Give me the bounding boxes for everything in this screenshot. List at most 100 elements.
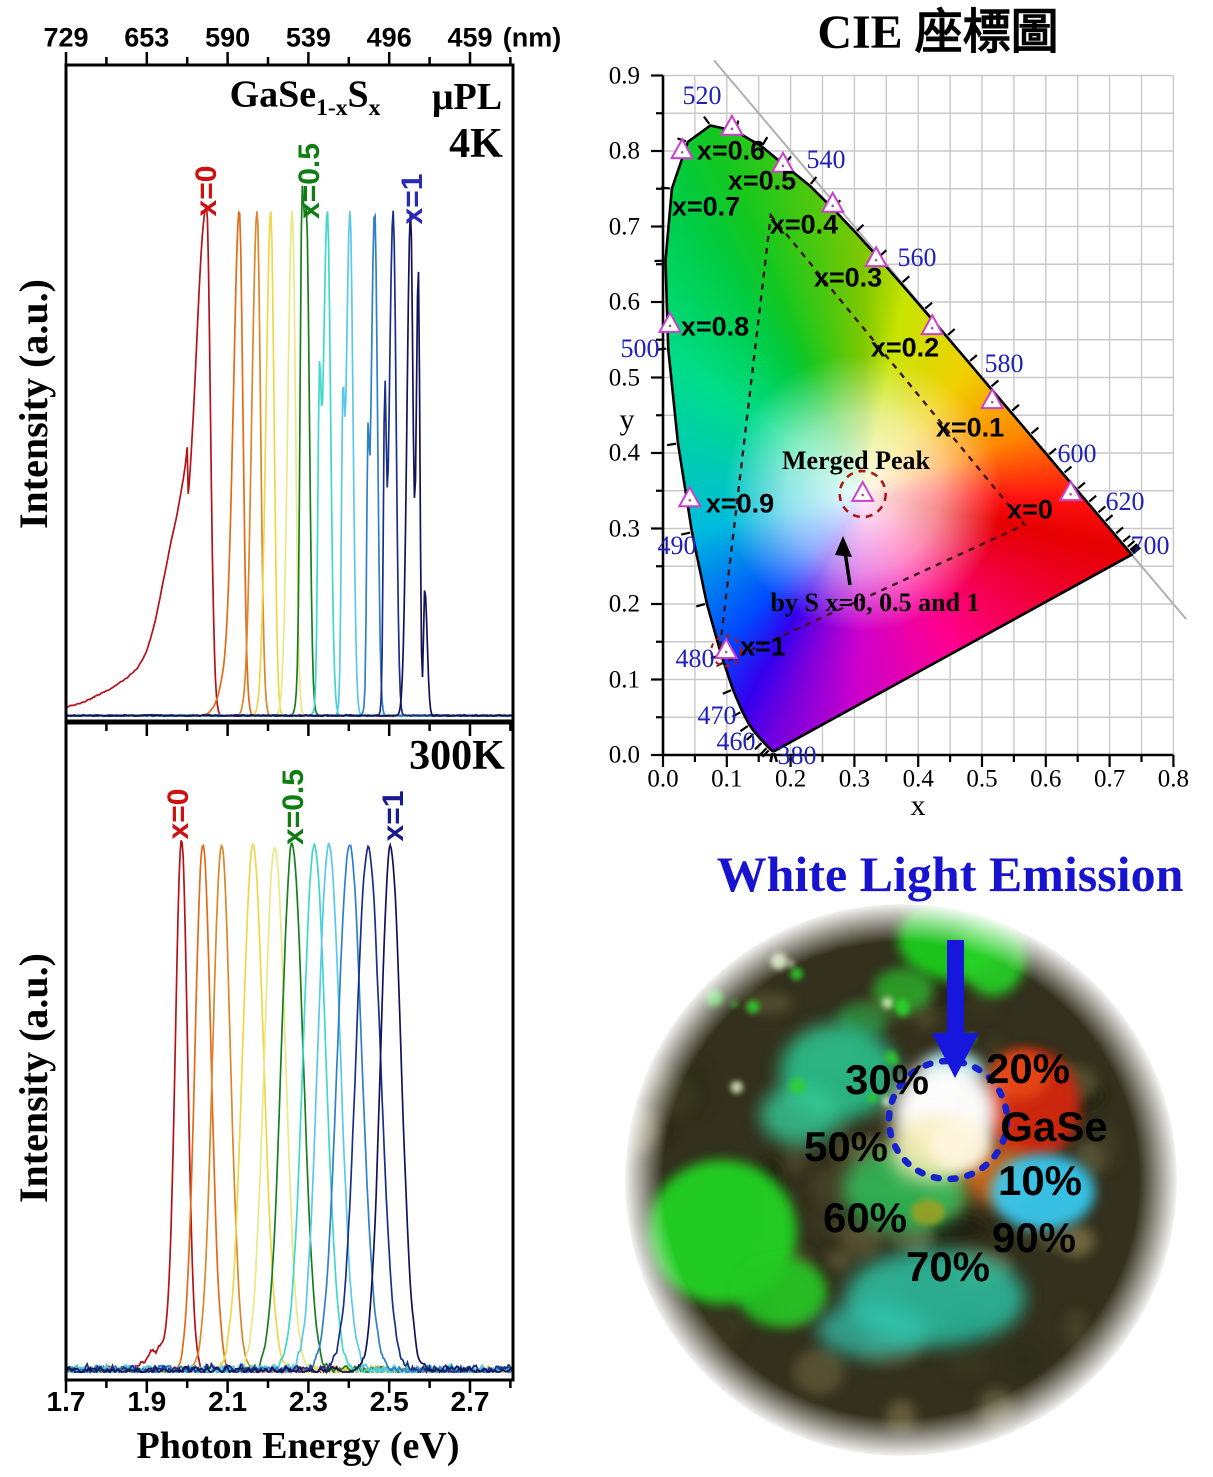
curve-label-300k-x=0: x=0 [162, 788, 195, 840]
cie-x-tick-0.6: 0.6 [1030, 765, 1062, 793]
top-axis-tick-496: 496 [366, 22, 412, 53]
pl-300k-curve-x=0.7 [66, 842, 513, 1374]
curve-label-4k-x=1: x=1 [396, 173, 429, 225]
cie-x-tick-0.7: 0.7 [1093, 765, 1126, 793]
cie-wavelength-620: 620 [1105, 487, 1145, 516]
cie-point-label-x=0: x=0 [1007, 494, 1053, 525]
cie-y-tick-0.4: 0.4 [608, 439, 640, 467]
curve-label-300k-x=0.5: x=0.5 [277, 769, 310, 845]
pl-300k-curve-x=0.3 [66, 842, 513, 1374]
cie-y-tick-0.1: 0.1 [608, 666, 640, 693]
cie-wavelength-700: 700 [1130, 531, 1170, 560]
cie-point-label-x=0.9: x=0.9 [705, 488, 775, 519]
cie-x-tick-0.4: 0.4 [902, 765, 934, 793]
cie-point-x=0.9 [677, 485, 702, 508]
pl-300k-curve-x=0.2 [66, 843, 513, 1374]
pl-300k-curve-x=0.1 [66, 843, 513, 1374]
x-axis-title: Photon Energy (eV) [136, 1425, 460, 1467]
compound-title: GaSe1-xSx [229, 73, 381, 122]
cie-y-tick-0.8: 0.8 [608, 137, 640, 165]
x-axis-tick-2.7: 2.7 [450, 1386, 490, 1417]
cie-point-label-x=0.1: x=0.1 [935, 412, 1005, 443]
temperature-300k: 300K [409, 733, 505, 779]
cie-mixing-triangle [716, 212, 1027, 668]
top-axis-tick-729: 729 [43, 22, 89, 53]
temperature-4k: 4K [449, 121, 503, 167]
cie-y-tick-0.0: 0.0 [608, 741, 640, 769]
blue-arrow-shaft [947, 940, 964, 1037]
curve-label-4k-x=0.5: x=0.5 [293, 143, 326, 219]
pl-300k-frame [64, 721, 515, 1382]
x-axis-tick-2.5: 2.5 [369, 1386, 409, 1417]
cie-y-tick-0.2: 0.2 [608, 590, 640, 618]
pl-300k-curve-x=0 [66, 839, 513, 1374]
cie-point-x=0.2 [920, 313, 945, 336]
blue-arrow-head [932, 1033, 979, 1078]
cie-x-tick-0.1: 0.1 [711, 765, 743, 793]
pl-4k-curve-x=0.5 [66, 185, 513, 717]
cie-y-tick-0.6: 0.6 [608, 288, 640, 316]
photo-label-10%: 10% [997, 1157, 1083, 1204]
cie-arrow [835, 536, 852, 557]
photo-label-20%: 20% [985, 1045, 1071, 1092]
pl-4k-curve-x=0.4 [66, 210, 513, 717]
white-light-title: White Light Emission [716, 846, 1184, 902]
cie-y-axis-label: y [619, 403, 635, 436]
cie-point-label-x=0.7: x=0.7 [671, 191, 741, 222]
cie-point-label-x=0.5: x=0.5 [727, 165, 797, 196]
cie-wavelength-600: 600 [1057, 439, 1097, 468]
pl-300k-curve-x=1 [66, 841, 513, 1374]
photo-label-GaSe: GaSe [1000, 1103, 1108, 1150]
cie-point-x=0.6 [719, 113, 745, 136]
pl-300k [66, 839, 513, 1375]
cie-y-tick-0.5: 0.5 [608, 364, 640, 391]
cie-wavelength-520: 520 [682, 81, 722, 110]
cie-x-tick-0.3: 0.3 [838, 765, 871, 793]
photo-label-30%: 30% [844, 1056, 930, 1103]
photo-vignette [611, 890, 1191, 1470]
cie-x1-circle [710, 635, 743, 668]
pl-300k-curve-x=0.4 [66, 846, 513, 1374]
cie-point-label-x=1: x=1 [740, 631, 786, 662]
cie-point-x=0.4 [820, 190, 845, 213]
cie-wavelength-480: 480 [675, 644, 715, 673]
cie-point-label-x=0.4: x=0.4 [769, 209, 839, 240]
method-label: μPL [431, 76, 503, 118]
pl-4k-curve-x=1 [66, 211, 513, 717]
cie-wavelength-560: 560 [897, 243, 937, 272]
cie-point-x=0.5 [770, 150, 796, 173]
cie-merged-peak-marker [850, 479, 875, 502]
cie-x-tick-0.8: 0.8 [1157, 765, 1190, 793]
cie-wavelength-580: 580 [984, 349, 1024, 378]
photo-label-60%: 60% [822, 1194, 908, 1241]
x-axis-tick-2.1: 2.1 [208, 1386, 248, 1417]
cie-merged-peak-circle [838, 469, 887, 519]
cie-point-x=0.1 [980, 387, 1005, 410]
cie-point-label-x=0.3: x=0.3 [813, 262, 883, 293]
cie-annotation: by S x=0, 0.5 and 1 [770, 588, 980, 617]
curve-label-4k-x=0: x=0 [190, 165, 223, 217]
pl-4k [66, 185, 513, 717]
pl-4k-frame [64, 63, 515, 723]
cie-wavelength-470: 470 [697, 701, 737, 730]
top-axis-tick-590: 590 [205, 22, 251, 53]
cie-y-tick-0.7: 0.7 [608, 213, 640, 240]
merged-peak-label: Merged Peak [781, 446, 931, 475]
cie-point-x=0.3 [863, 245, 889, 268]
top-axis-unit: (nm) [502, 22, 562, 53]
cie-point-x=0 [1058, 479, 1083, 502]
cie-x-tick-0.5: 0.5 [966, 765, 998, 793]
x-axis-tick-2.3: 2.3 [288, 1386, 328, 1417]
cie-y-tick-0.9: 0.9 [608, 62, 640, 89]
photo-label-70%: 70% [905, 1243, 991, 1290]
pl-300k-curve-x=0.8 [66, 844, 513, 1374]
cie-point-label-x=0.2: x=0.2 [870, 332, 940, 363]
cie-point-x=0.7 [669, 137, 695, 160]
cie-x-tick-0.2: 0.2 [774, 765, 807, 793]
cie-point-x=0.8 [657, 310, 683, 333]
cie-wavelength-500: 500 [620, 334, 660, 363]
cie-point-x=1 [714, 636, 739, 659]
pl-300k-curve-x=0.9 [66, 844, 513, 1375]
